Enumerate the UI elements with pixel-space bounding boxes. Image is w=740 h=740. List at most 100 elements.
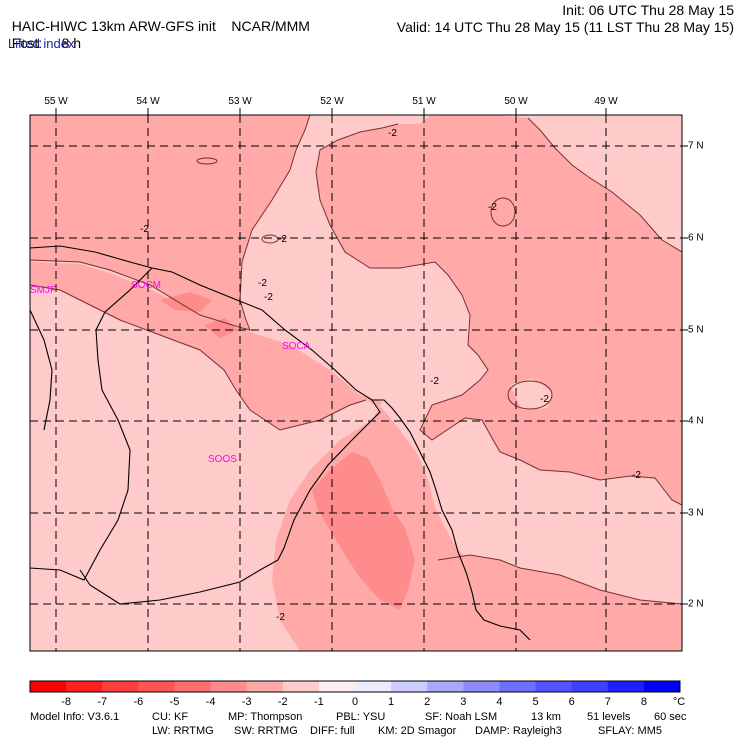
contour-label: -2 (264, 292, 273, 303)
colorbar-swatch (174, 681, 212, 692)
contour-label: -2 (276, 612, 285, 623)
footer-lw: LW: RRTMG (152, 725, 214, 737)
lat-label-6n: 6 N (688, 232, 704, 244)
lon-label-55w: 55 W (44, 96, 68, 107)
colorbar-swatch (427, 681, 464, 692)
lat-label-5n: 5 N (688, 324, 704, 336)
colorbar-swatch (138, 681, 175, 692)
station-label-group: SMJP SOCM SOCA SOOS (30, 280, 311, 465)
station-smjp: SMJP (30, 285, 57, 296)
colorbar-tick-label: 6 (568, 696, 575, 708)
contour-label: -2 (140, 224, 149, 235)
contour-line-east (315, 117, 682, 506)
contour-line-west (30, 115, 311, 331)
contour-loop-4 (261, 234, 279, 244)
contour-label: -2 (258, 278, 267, 289)
footer-model-info: Model Info: V3.6.1 (30, 711, 120, 723)
model-title: HAIC-HIWC 13km ARW-GFS init NCAR/MMM (11, 18, 310, 34)
fill-mid-east (316, 115, 682, 505)
fill-light-patch-east (510, 378, 552, 410)
contour-label: -2 (488, 202, 497, 213)
lon-label-54w: 54 W (136, 96, 160, 107)
colorbar-tick-label: 0 (351, 696, 359, 708)
colorbar-tick-label: 8 (640, 696, 647, 708)
colorbar-swatch (318, 681, 356, 692)
colorbar-tick-label: -6 (133, 696, 144, 708)
colorbar (29, 680, 681, 693)
colorbar-swatch (210, 681, 248, 692)
contour-line-central (30, 284, 367, 431)
footer-timestep: 60 sec (654, 711, 687, 723)
footer-diff: DIFF: full (310, 725, 355, 737)
colorbar-tick-label: 7 (604, 696, 611, 708)
field-name: Lifted index (8, 36, 75, 51)
footer-cu: CU: KF (152, 711, 189, 723)
colorbar-tick-label: 1 (388, 696, 395, 708)
contour-label: -2 (278, 234, 287, 245)
station-socm: SOCM (131, 280, 161, 291)
contour-loop-3 (507, 380, 553, 410)
colorbar-swatch (463, 681, 500, 692)
footer-sf: SF: Noah LSM (425, 711, 498, 723)
colorbar-swatch (355, 681, 392, 692)
colorbar-tick-label: -5 (169, 696, 180, 708)
colorbar-tick-label: -8 (61, 696, 71, 708)
coastline (30, 245, 531, 641)
colorbar-tick-label: -7 (97, 696, 108, 708)
colorbar-tick-label: -4 (205, 696, 216, 708)
colorbar-swatch (535, 681, 573, 692)
colorbar-swatch (246, 681, 284, 692)
footer-damp: DAMP: Rayleigh3 (475, 725, 562, 737)
colorbar-swatch (66, 681, 103, 692)
lon-label-52w: 52 W (320, 96, 344, 107)
colorbar-tick-label: -1 (313, 696, 324, 708)
map-fill (30, 115, 682, 651)
lat-label-7n: 7 N (688, 140, 704, 152)
colorbar-swatch (643, 681, 681, 692)
colorbar-tick-label: -3 (241, 696, 252, 708)
contour-label: -2 (430, 376, 439, 387)
colorbar-tick-label: 3 (460, 696, 467, 708)
lat-label-2n: 2 N (688, 598, 704, 610)
footer-mp: MP: Thompson (228, 711, 303, 723)
border-brazil-french-guiana (79, 399, 381, 605)
colorbar-swatch (30, 681, 67, 692)
map-frame (29, 114, 683, 652)
valid-time: Valid: 14 UTC Thu 28 May 15 (11 LST Thu … (396, 19, 734, 35)
axis-ticks (55, 108, 688, 605)
lat-label-4n: 4 N (688, 415, 704, 427)
footer-sflay: SFLAY: MM5 (598, 725, 662, 737)
footer-resolution: 13 km (531, 711, 561, 723)
fill-light-patch-west (30, 378, 95, 418)
colorbar-swatch (282, 681, 320, 692)
init-time: Init: 06 UTC Thu 28 May 15 (562, 2, 734, 18)
forecast-hour: Fcst: 8 h (11, 35, 82, 51)
colorbar-swatch (607, 681, 645, 692)
colorbar-tick-label: 2 (424, 696, 431, 708)
coastline-borders (30, 245, 531, 641)
colorbar-swatch (391, 681, 428, 692)
border-internal (30, 309, 53, 431)
contour-label-group: -2 -2 -2 -2 -2 -2 -2 -2 -2 -2 (140, 128, 641, 623)
footer-pbl: PBL: YSU (336, 711, 386, 723)
contour-label: -2 (540, 394, 549, 405)
fill-dark-patch-2 (204, 318, 238, 338)
footer-km: KM: 2D Smagor (378, 725, 457, 737)
lat-label-3n: 3 N (688, 507, 704, 519)
contour-loop-2 (490, 197, 516, 227)
contour-label: -2 (388, 128, 397, 139)
colorbar-swatch (499, 681, 537, 692)
colorbar-tick-label: 4 (496, 696, 503, 708)
fill-dark-patch-1 (160, 292, 212, 312)
fill-mid-southeast (438, 555, 682, 651)
colorbar-frame (29, 680, 681, 693)
fill-dark-core (312, 452, 415, 610)
contour-label: -2 (632, 470, 641, 481)
gridlines (30, 115, 682, 651)
colorbar-swatch (571, 681, 609, 692)
colorbar-unit: °C (672, 696, 686, 708)
border-suriname-guyana (30, 267, 153, 581)
contour-loop-1 (196, 157, 218, 165)
colorbar-tick-label: -2 (277, 696, 288, 708)
lon-label-53w: 53 W (228, 96, 252, 107)
